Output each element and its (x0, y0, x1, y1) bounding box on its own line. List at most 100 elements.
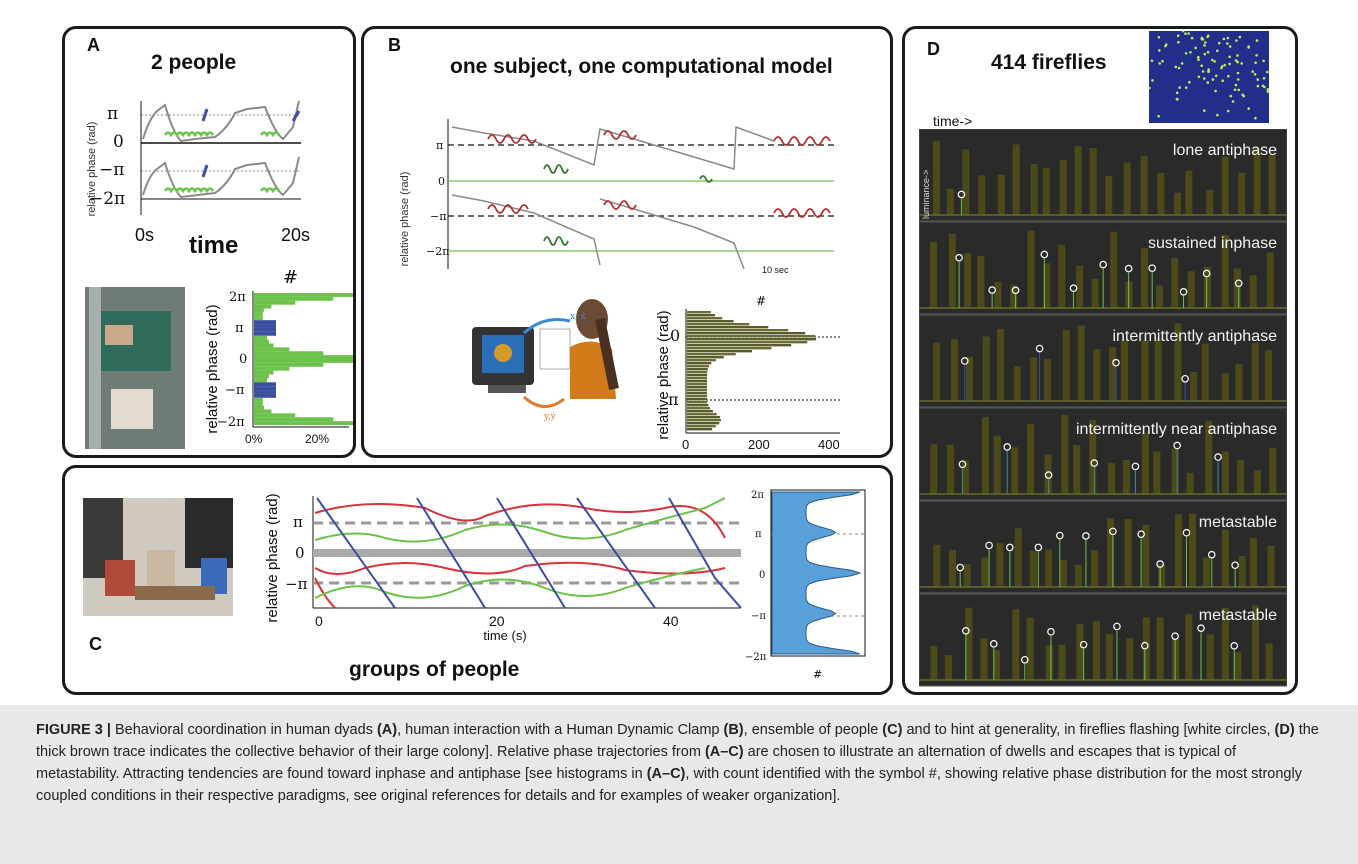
hist-bar (254, 362, 324, 367)
panel-a-trace-blue-3 (201, 164, 209, 178)
luminance-peak (1141, 340, 1149, 401)
hist-bar (687, 332, 806, 335)
hist-bar (687, 386, 708, 389)
luminance-peak (1188, 513, 1196, 587)
firefly-dot (1254, 61, 1257, 64)
caption-label: FIGURE 3 | (36, 722, 111, 738)
firefly-dot (1206, 50, 1210, 54)
hist-bar (254, 382, 276, 387)
flash-circle (1124, 264, 1133, 273)
hist-bar (687, 401, 708, 404)
panel-c-phase-plot: relative phase (rad) π 0 −π 0 20 40 time… (83, 489, 866, 681)
flash-circle (1006, 543, 1014, 552)
flash-circle (1099, 260, 1107, 269)
luminance-peak (945, 655, 953, 680)
hist-bar (687, 413, 717, 416)
firefly-dot (1187, 32, 1190, 35)
luminance-peak (1030, 357, 1038, 401)
flash-circle (989, 640, 998, 648)
luminance-peak (950, 339, 958, 401)
flash-circle (1082, 532, 1090, 540)
firefly-dot (1150, 59, 1154, 63)
luminance-peak (994, 281, 1002, 308)
panel-a-trace-upper (142, 100, 300, 143)
hist-area (771, 491, 862, 655)
panel-b-hist-xtick-200: 200 (748, 437, 770, 452)
panel-b-letter: B (388, 35, 401, 55)
panel-c-xtick-40: 40 (663, 613, 679, 629)
luminance-peak (996, 542, 1004, 587)
firefly-dot (1177, 66, 1181, 70)
panel-a-ylabel: relative phase (rad) (86, 122, 98, 217)
luminance-peak (1089, 419, 1097, 494)
panel-b-hist-xtick-400: 400 (818, 437, 840, 452)
luminance-peak (1045, 549, 1053, 587)
hist-bar (254, 308, 264, 313)
luminance-peak (1201, 343, 1209, 401)
hist-bar (687, 353, 736, 356)
hist-bar (687, 347, 772, 350)
firefly-dot (1181, 31, 1185, 33)
panel-c-xtick-0: 0 (315, 613, 323, 629)
firefly-dot (1194, 46, 1197, 50)
luminance-peak (1252, 605, 1260, 680)
luminance-peak (1238, 555, 1246, 587)
flash-circle (1202, 269, 1211, 278)
firefly-dot (1255, 39, 1259, 42)
hist-bar (687, 368, 708, 371)
luminance-peak (1073, 445, 1081, 494)
firefly-dot (1256, 78, 1259, 81)
firefly-dot (1216, 49, 1219, 53)
luminance-peak (946, 444, 954, 494)
luminance-peak (1074, 146, 1082, 215)
luminance-peak (932, 140, 940, 215)
panel-a-trace-lower-green (163, 187, 215, 194)
hist-bar (254, 316, 263, 321)
flash-circle (1109, 527, 1117, 536)
luminance-peak (1158, 564, 1166, 587)
panel-b-trace-lower-red (487, 200, 831, 218)
firefly-dot (1190, 36, 1194, 40)
luminance-peak (1077, 325, 1085, 401)
luminance-peak (963, 564, 971, 587)
firefly-dot (1211, 78, 1215, 81)
hist-bar (687, 314, 715, 317)
hist-bar (687, 395, 708, 398)
hist-bar (254, 359, 353, 363)
luminance-peak (1124, 519, 1132, 587)
luminance-peak (1174, 323, 1182, 401)
panel-b: B one subject, one computational model r… (361, 26, 893, 458)
flash-circle (1207, 550, 1216, 559)
hist-bar (687, 320, 734, 323)
firefly-dot (1247, 107, 1250, 110)
firefly-dot (1227, 74, 1230, 78)
firefly-dot (1235, 39, 1238, 42)
firefly-dot (1161, 59, 1164, 63)
luminance-peak (1105, 176, 1113, 215)
panel-d-fireflies-map (1149, 31, 1269, 123)
luminance-peak (1205, 420, 1213, 494)
hist-bar (687, 359, 716, 362)
panel-b-motion-top: x, ẋ (570, 312, 586, 322)
panel-c-hist-tick-neg-2pi: −2π (745, 652, 767, 663)
flash-circle (1079, 640, 1088, 649)
firefly-dot (1262, 59, 1265, 63)
hist-bar (254, 324, 276, 328)
luminance-peak (1221, 529, 1229, 587)
firefly-dot (1197, 75, 1201, 79)
luminance-peak (1221, 234, 1229, 308)
panel-c-xlabel: time (s) (483, 628, 526, 643)
hist-bar (254, 296, 334, 301)
firefly-dot (1266, 70, 1269, 74)
firefly-dot (1184, 52, 1188, 55)
panel-a-title: 2 people (151, 51, 237, 74)
figure-caption: FIGURE 3 | Behavioral coordination in hu… (0, 705, 1358, 864)
panel-b-ylabel: relative phase (rad) (399, 172, 411, 267)
flash-circle (1112, 358, 1120, 367)
hist-bar (687, 425, 716, 428)
firefly-dot (1216, 113, 1219, 117)
hist-bar (687, 311, 711, 314)
firefly-dot (1241, 93, 1244, 97)
panel-a-x-end: 20s (281, 225, 310, 245)
hist-bar (254, 374, 269, 379)
